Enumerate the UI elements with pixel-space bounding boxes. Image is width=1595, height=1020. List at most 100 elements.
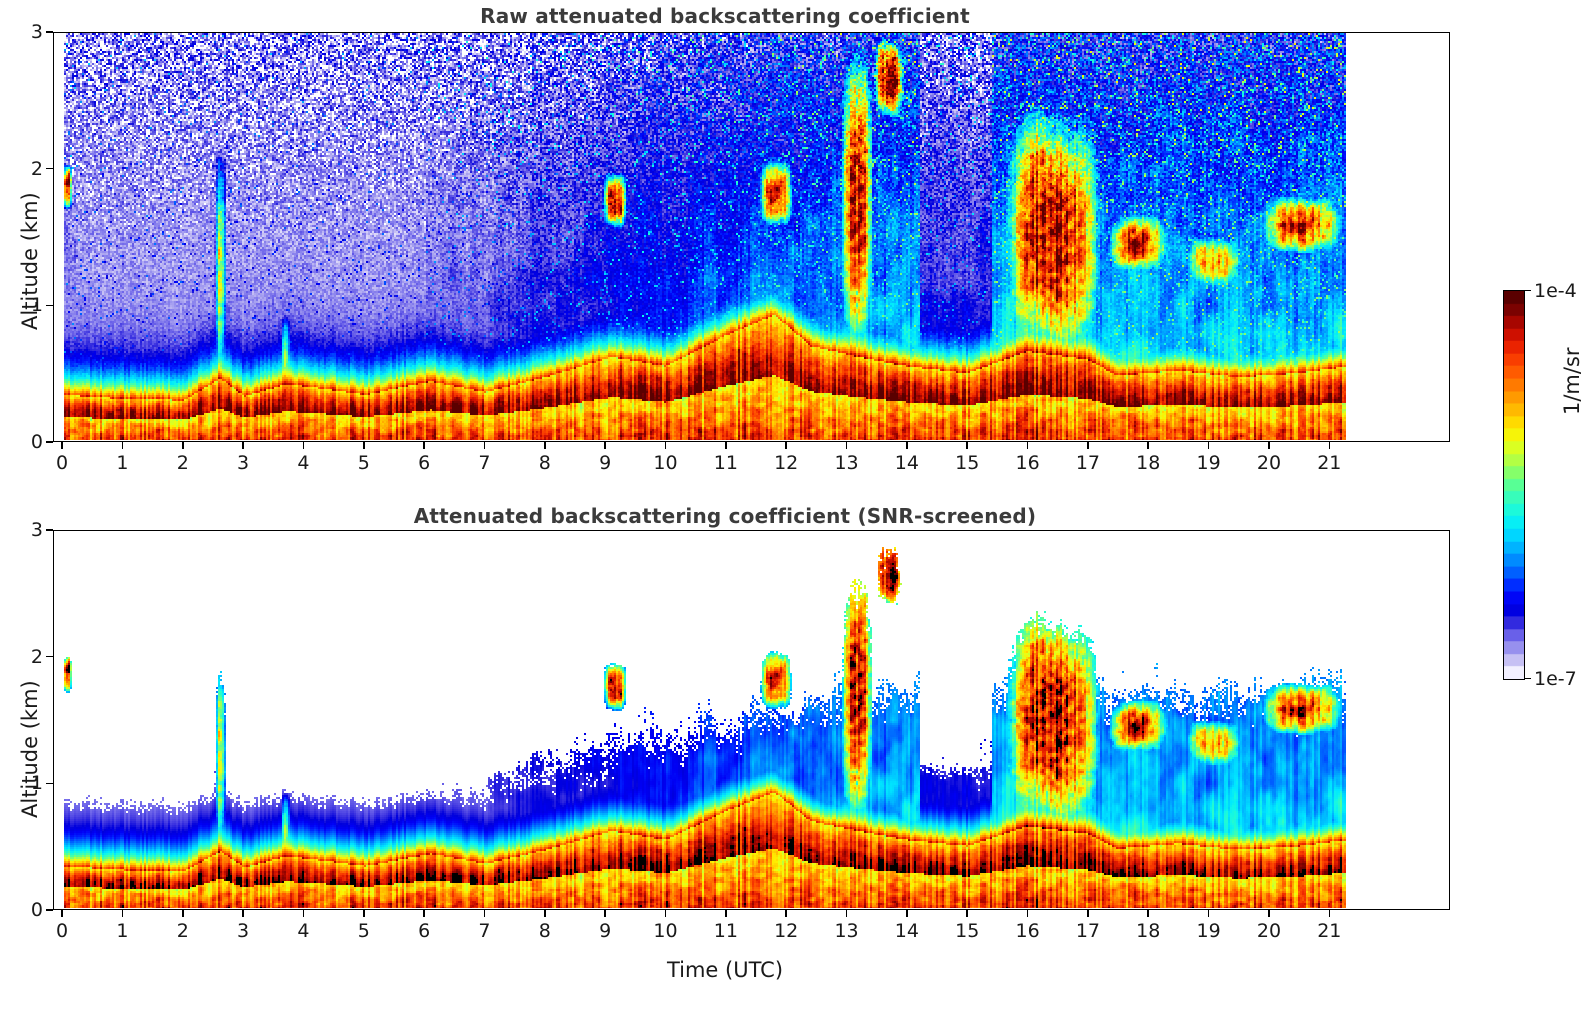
x-tick-label-1: 1 xyxy=(116,920,129,942)
x-tick-label-17: 17 xyxy=(1075,452,1101,474)
x-tick-label-12: 12 xyxy=(774,452,799,474)
x-tick-8 xyxy=(544,442,546,449)
x-tick-0 xyxy=(61,442,63,449)
x-tick-5 xyxy=(362,442,365,449)
y-tick-3 xyxy=(46,529,53,531)
x-tick-20 xyxy=(1268,442,1270,449)
y-tick-label-3: 3 xyxy=(30,21,43,43)
x-tick-19 xyxy=(1207,442,1210,449)
panel-title-raw: Raw attenuated backscattering coefficien… xyxy=(480,4,970,28)
y-tick-0 xyxy=(46,909,53,911)
x-tick-15 xyxy=(966,910,969,917)
x-tick-7 xyxy=(483,442,486,449)
x-tick-label-20: 20 xyxy=(1256,452,1282,474)
x-tick-label-1: 1 xyxy=(116,452,129,474)
x-tick-label-12: 12 xyxy=(774,920,799,942)
x-tick-label-18: 18 xyxy=(1136,452,1161,474)
x-tick-20 xyxy=(1268,910,1270,917)
x-tick-label-7: 7 xyxy=(478,452,491,474)
y-tick-2 xyxy=(46,167,53,170)
x-tick-21 xyxy=(1328,910,1331,917)
x-tick-label-8: 8 xyxy=(538,920,551,942)
x-tick-label-14: 14 xyxy=(894,452,919,474)
x-tick-1 xyxy=(121,442,124,449)
x-tick-13 xyxy=(845,910,848,917)
x-tick-label-11: 11 xyxy=(713,452,738,474)
x-tick-17 xyxy=(1087,910,1089,917)
plot-area-raw xyxy=(53,32,1450,442)
x-tick-label-0: 0 xyxy=(56,920,69,942)
y-tick-label-0: 0 xyxy=(30,899,43,921)
x-tick-label-21: 21 xyxy=(1317,452,1342,474)
colorbar-unit-label: 1/m/sr xyxy=(1560,347,1584,415)
colorbar-tick-top xyxy=(1525,290,1531,292)
x-tick-label-3: 3 xyxy=(237,452,250,474)
y-tick-3 xyxy=(46,31,53,33)
x-tick-label-3: 3 xyxy=(237,920,250,942)
x-tick-17 xyxy=(1087,442,1089,449)
x-tick-label-10: 10 xyxy=(653,452,678,474)
x-tick-6 xyxy=(423,442,425,449)
x-tick-0 xyxy=(61,910,63,917)
x-tick-1 xyxy=(121,910,124,917)
y-tick-label-3: 3 xyxy=(30,519,43,541)
x-tick-10 xyxy=(664,910,667,917)
y-tick-label-2: 2 xyxy=(30,645,43,668)
x-tick-8 xyxy=(544,910,546,917)
x-tick-10 xyxy=(664,442,667,449)
y-tick-label-0: 0 xyxy=(30,431,43,453)
x-tick-label-9: 9 xyxy=(599,452,612,474)
heatmap-screened xyxy=(54,531,1448,908)
colorbar-gradient xyxy=(1503,290,1525,680)
x-tick-label-17: 17 xyxy=(1075,920,1101,942)
x-tick-12 xyxy=(785,910,787,917)
x-tick-11 xyxy=(725,910,727,917)
x-tick-9 xyxy=(604,910,606,917)
x-tick-19 xyxy=(1207,910,1210,917)
colorbar-tick-bottom xyxy=(1525,678,1531,680)
x-tick-label-19: 19 xyxy=(1196,920,1221,942)
x-tick-label-4: 4 xyxy=(297,920,310,942)
x-tick-label-21: 21 xyxy=(1317,920,1342,942)
plot-area-screened xyxy=(53,530,1450,910)
x-tick-15 xyxy=(966,442,969,449)
x-tick-label-4: 4 xyxy=(297,452,310,474)
y-tick-2 xyxy=(46,655,53,658)
x-tick-14 xyxy=(906,910,908,917)
x-tick-label-16: 16 xyxy=(1015,920,1040,942)
x-tick-label-0: 0 xyxy=(56,452,69,474)
colorbar-max-label: 1e-4 xyxy=(1534,280,1577,302)
x-tick-18 xyxy=(1147,442,1150,449)
x-tick-label-15: 15 xyxy=(955,452,980,474)
y-tick-1 xyxy=(46,304,53,307)
colorbar xyxy=(1503,290,1525,680)
x-tick-label-5: 5 xyxy=(357,452,370,474)
colorbar-min-label: 1e-7 xyxy=(1534,668,1577,690)
x-tick-label-6: 6 xyxy=(418,920,431,942)
y-tick-label-1: 1 xyxy=(30,294,43,317)
x-tick-18 xyxy=(1147,910,1150,917)
x-tick-label-16: 16 xyxy=(1015,452,1040,474)
x-tick-14 xyxy=(906,442,908,449)
x-tick-7 xyxy=(483,910,486,917)
x-axis-label: Time (UTC) xyxy=(666,958,784,982)
x-tick-label-2: 2 xyxy=(176,920,189,942)
y-tick-label-1: 1 xyxy=(30,772,43,795)
x-tick-label-13: 13 xyxy=(834,452,859,474)
x-tick-label-13: 13 xyxy=(834,920,859,942)
x-tick-2 xyxy=(181,910,184,917)
x-tick-label-11: 11 xyxy=(713,920,738,942)
x-tick-label-20: 20 xyxy=(1256,920,1282,942)
x-tick-13 xyxy=(845,442,848,449)
x-tick-6 xyxy=(423,910,425,917)
panel-title-screened: Attenuated backscattering coefficient (S… xyxy=(413,504,1037,528)
x-tick-11 xyxy=(725,442,727,449)
x-tick-label-10: 10 xyxy=(653,920,678,942)
x-tick-3 xyxy=(242,442,244,449)
x-tick-16 xyxy=(1026,910,1029,917)
x-tick-4 xyxy=(302,442,305,449)
x-tick-label-6: 6 xyxy=(418,452,431,474)
x-tick-label-5: 5 xyxy=(357,920,370,942)
x-tick-label-18: 18 xyxy=(1136,920,1161,942)
